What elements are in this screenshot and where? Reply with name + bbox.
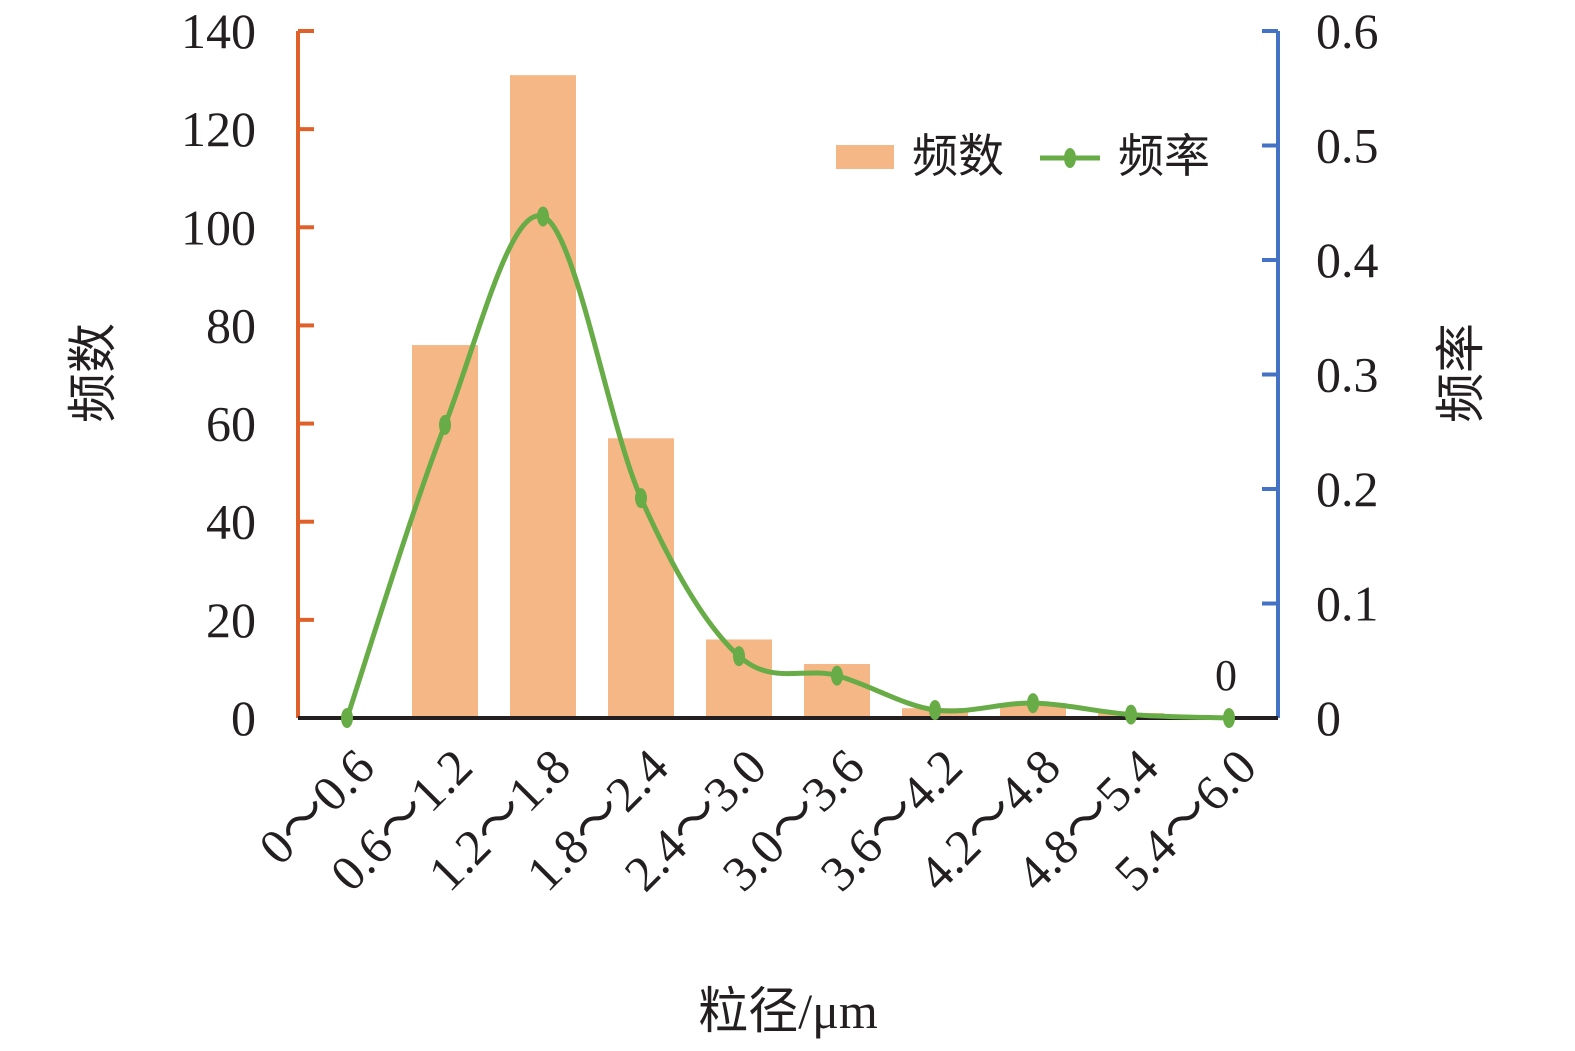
line-point-3 (537, 206, 549, 227)
right-tick-label: 0 (1316, 690, 1341, 746)
left-tick-label: 140 (181, 3, 256, 59)
line-point-2 (439, 414, 451, 435)
line-point-1 (341, 708, 353, 728)
x-axis-title: 粒径/μm (698, 983, 878, 1039)
frequency-line (344, 213, 1230, 721)
left-tick-label: 80 (206, 297, 256, 353)
line-point-9 (1125, 704, 1137, 725)
left-tick-label: 40 (206, 494, 256, 550)
right-tick-label: 0.1 (1316, 576, 1379, 632)
data-label: 0 (1215, 651, 1237, 700)
line-point-8 (1027, 693, 1039, 714)
legend: 频数 频率 (836, 131, 1210, 182)
right-tick-label: 0.5 (1316, 118, 1379, 174)
left-tick-label: 0 (231, 690, 256, 746)
right-tick-label: 0.6 (1316, 3, 1379, 59)
bar-3 (510, 75, 576, 718)
line-point-6 (831, 665, 843, 686)
right-tick-label: 0.3 (1316, 347, 1379, 403)
line-point-10 (1223, 708, 1235, 728)
left-y-axis: 0 20 40 60 80 100 120 140 (181, 3, 314, 746)
line-point-7 (929, 699, 941, 720)
legend-label-line: 频率 (1118, 131, 1210, 182)
x-axis: 0～0.60.6～1.21.2～1.81.8～2.42.4～3.03.0～3.6… (248, 716, 1278, 902)
left-tick-label: 100 (181, 199, 256, 255)
right-y-axis-title: 频率 (1433, 323, 1489, 423)
left-tick-label: 120 (181, 101, 256, 157)
left-tick-label: 20 (206, 592, 256, 648)
bar-series (412, 75, 1164, 718)
legend-label-bar: 频数 (912, 131, 1004, 182)
legend-swatch-bar (836, 145, 894, 169)
line-series (341, 206, 1235, 728)
left-y-axis-title: 频数 (65, 323, 121, 423)
right-y-axis: 0 0.1 0.2 0.3 0.4 0.5 0.6 (1262, 3, 1379, 746)
line-point-4 (635, 488, 647, 509)
legend-marker-line (1064, 148, 1076, 168)
left-tick-label: 60 (206, 396, 256, 452)
data-labels: 0 (1215, 651, 1237, 700)
right-tick-label: 0.2 (1316, 461, 1379, 517)
bar-4 (608, 438, 674, 718)
bar-2 (412, 345, 478, 718)
right-tick-label: 0.4 (1316, 232, 1379, 288)
line-point-5 (733, 646, 745, 667)
